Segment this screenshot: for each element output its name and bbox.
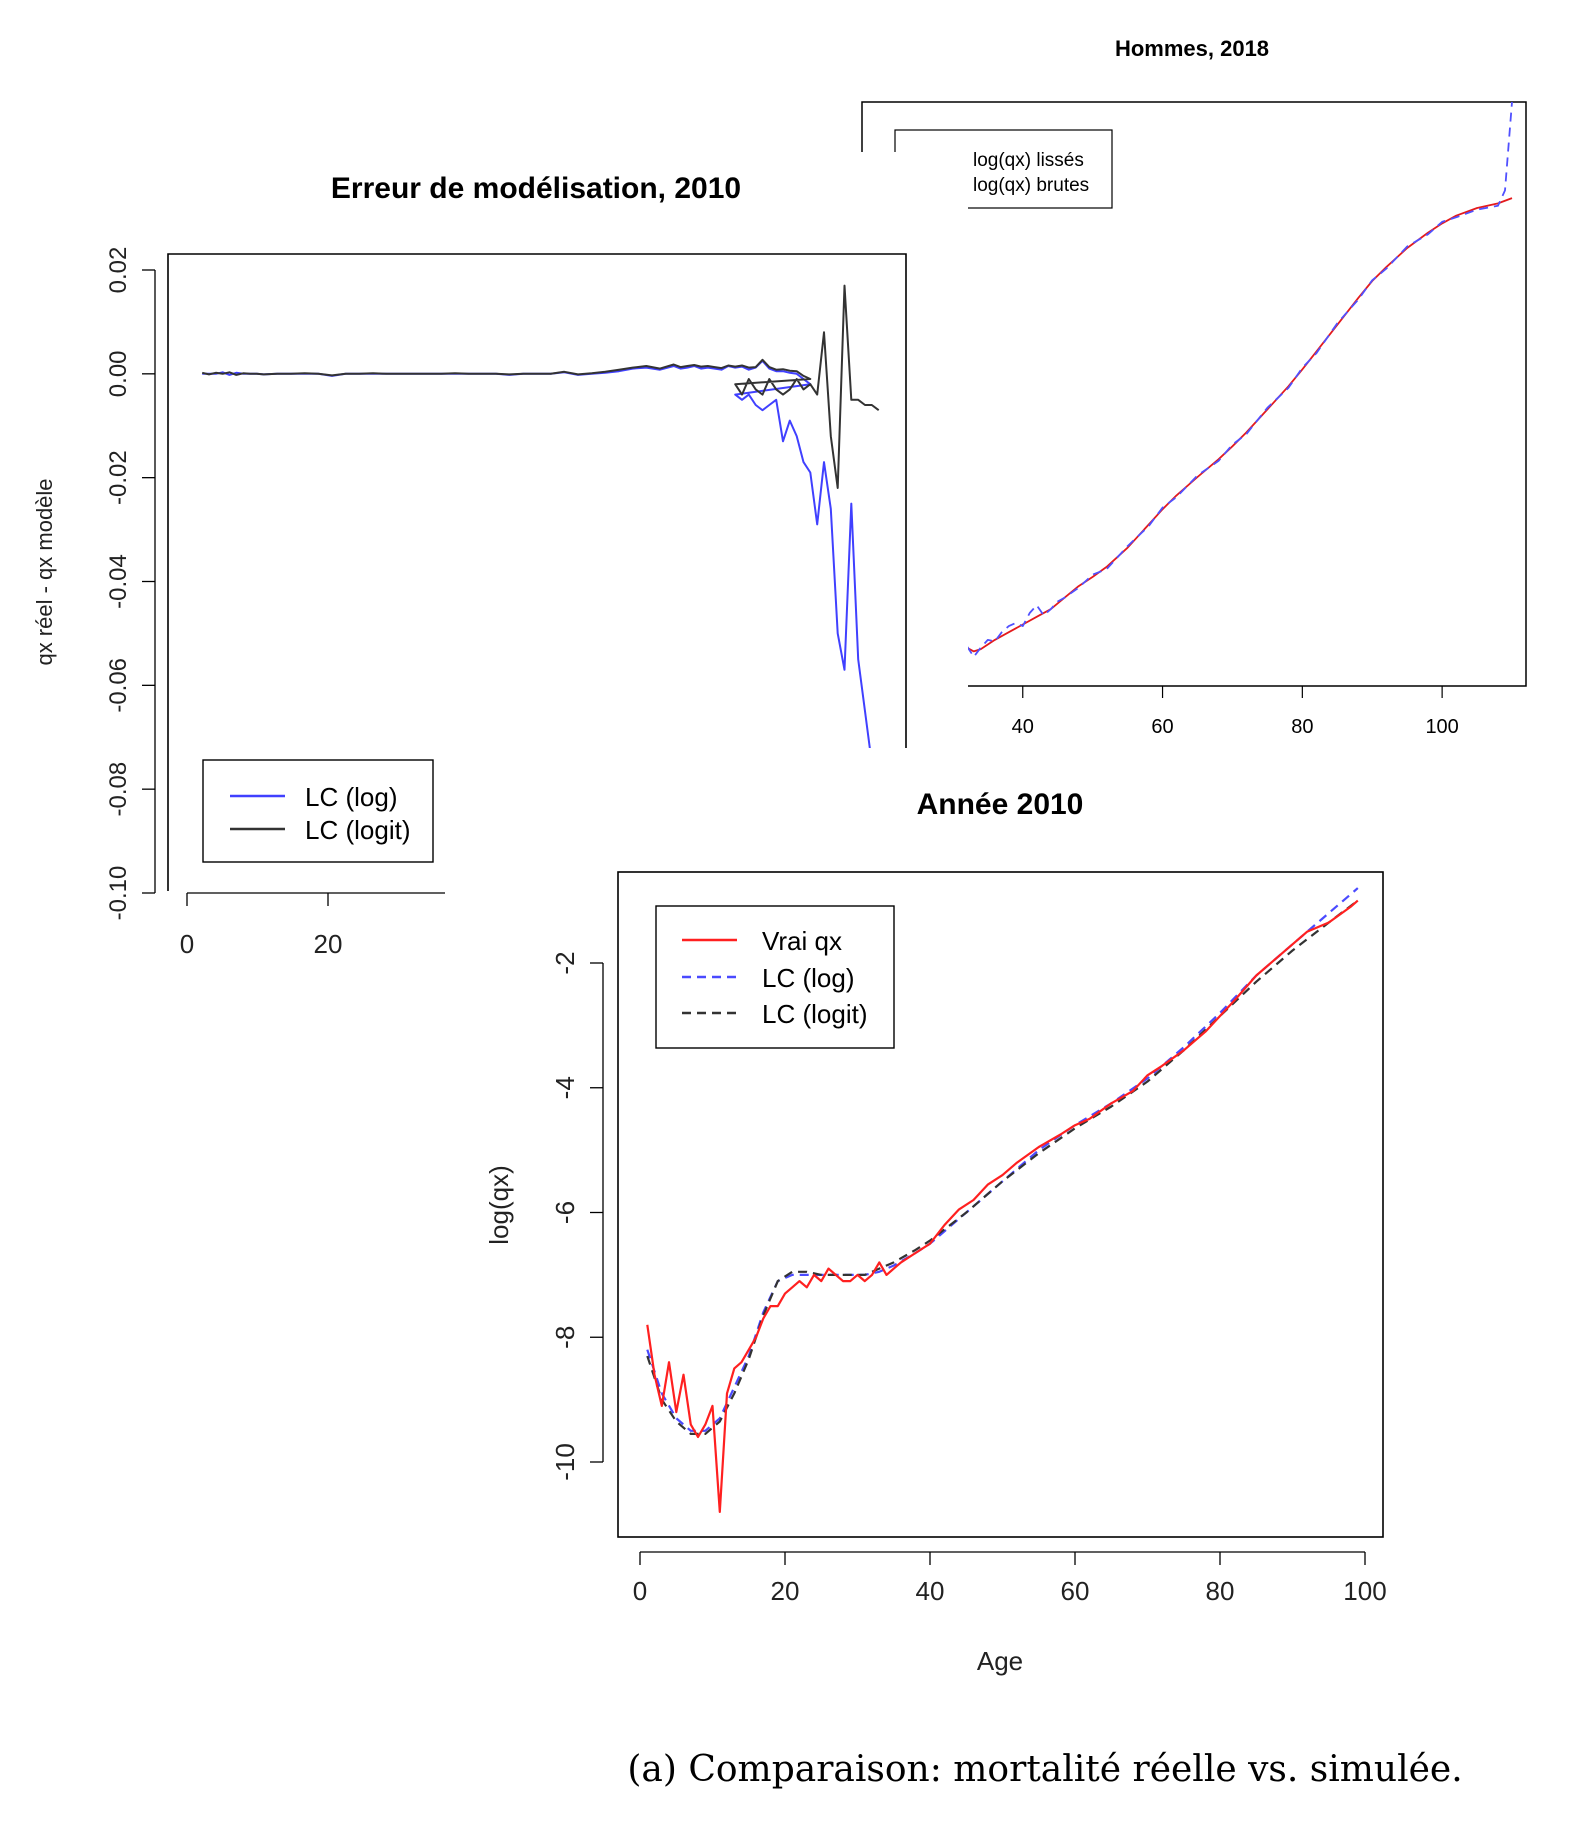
x-tick-label-erreur: 0 xyxy=(180,929,194,959)
axes-annee-2010: 0 20 40 60 80 100 -2 -4 -6 -8 -10 xyxy=(550,951,1387,1606)
legend-label-lc-log-annee: LC (log) xyxy=(762,963,854,993)
series-line-lc-log-annee xyxy=(646,887,1359,1432)
y-tick-label-annee: -4 xyxy=(550,1076,580,1099)
x-axis-label-annee-2010: Age xyxy=(977,1646,1023,1676)
legend-box-erreur-2010 xyxy=(202,759,434,863)
chart-title-annee-2010: Année 2010 xyxy=(917,788,1084,821)
y-tick-label-erreur: -0.08 xyxy=(105,762,132,817)
plot-frame-erreur-2010 xyxy=(167,253,907,891)
chart-title-hommes-2018: Hommes, 2018 xyxy=(1115,36,1269,61)
axes-erreur-2010: 0.02 0.00 -0.02 -0.04 -0.06 -0.08 -0.10 0 20 xyxy=(105,247,445,959)
y-axis-label-annee-2010: log(qx) xyxy=(484,1165,514,1244)
x-tick-label-hommes: 40 xyxy=(1012,716,1034,738)
y-tick-label-erreur: -0.02 xyxy=(105,450,132,505)
x-tick-label-erreur: 20 xyxy=(314,929,343,959)
y-tick-label-erreur: -0.06 xyxy=(105,658,132,713)
legend-erreur-2010: LC (log) LC (logit) xyxy=(202,759,434,863)
x-tick-label-annee: 40 xyxy=(916,1576,945,1606)
x-tick-label-hommes: 100 xyxy=(1425,716,1458,738)
y-tick-label-annee: -6 xyxy=(550,1201,580,1224)
y-tick-label-erreur: -0.04 xyxy=(105,554,132,609)
legend-label-lc-logit: LC (logit) xyxy=(305,815,410,845)
y-tick-label-annee: -10 xyxy=(550,1443,580,1481)
x-tick-label-annee: 0 xyxy=(633,1576,647,1606)
series-line-hommes-brutes xyxy=(968,102,1513,658)
chart-hommes-2018: Hommes, 2018 40 60 80 100 log(qx) lissés lo… xyxy=(861,36,1527,738)
x-axis-hommes-2018: 40 60 80 100 xyxy=(1012,686,1459,738)
x-tick-label-annee: 20 xyxy=(771,1576,800,1606)
legend-label-lisses: log(qx) lissés xyxy=(973,150,1084,171)
series-group-hommes-2018 xyxy=(968,102,1513,658)
frame-path-erreur-2010 xyxy=(167,253,907,891)
y-tick-label-annee: -2 xyxy=(550,951,580,974)
series-line-lc-log xyxy=(202,359,871,748)
legend-label-vrai-qx: Vrai qx xyxy=(762,926,842,956)
chart-erreur-2010: Erreur de modélisation, 2010 0.02 0.00 -0.… xyxy=(32,152,968,959)
y-tick-label-erreur: 0.02 xyxy=(105,247,132,294)
y-tick-label-erreur: 0.00 xyxy=(105,350,132,397)
y-tick-label-erreur: -0.10 xyxy=(105,866,132,921)
chart-title-erreur-2010: Erreur de modélisation, 2010 xyxy=(331,172,741,205)
x-tick-label-annee: 80 xyxy=(1206,1576,1235,1606)
legend-label-brutes: log(qx) brutes xyxy=(973,175,1089,196)
x-tick-label-hommes: 80 xyxy=(1291,716,1313,738)
legend-label-lc-logit-annee: LC (logit) xyxy=(762,999,867,1029)
x-tick-label-annee: 60 xyxy=(1061,1576,1090,1606)
legend-annee-2010: Vrai qx LC (log) LC (logit) xyxy=(655,905,895,1049)
legend-label-lc-log: LC (log) xyxy=(305,782,397,812)
y-axis-label-erreur-2010: qx réel - qx modèle xyxy=(32,478,57,665)
legend-box-annee-2010 xyxy=(655,905,895,1049)
x-tick-label-annee: 100 xyxy=(1343,1576,1386,1606)
figure-caption: (a) Comparaison: mortalité réelle vs. si… xyxy=(627,1749,1462,1790)
series-group-annee-2010 xyxy=(646,887,1359,1514)
chart-annee-2010: Année 2010 0 20 40 60 80 100 -2 -4 -6 -8 -10 Age l… xyxy=(455,775,1425,1676)
y-tick-label-annee: -8 xyxy=(550,1326,580,1349)
x-tick-label-hommes: 60 xyxy=(1151,716,1173,738)
series-line-vrai-qx xyxy=(646,899,1359,1514)
series-line-lc-logit xyxy=(201,284,880,489)
series-group-erreur-2010 xyxy=(201,284,880,748)
